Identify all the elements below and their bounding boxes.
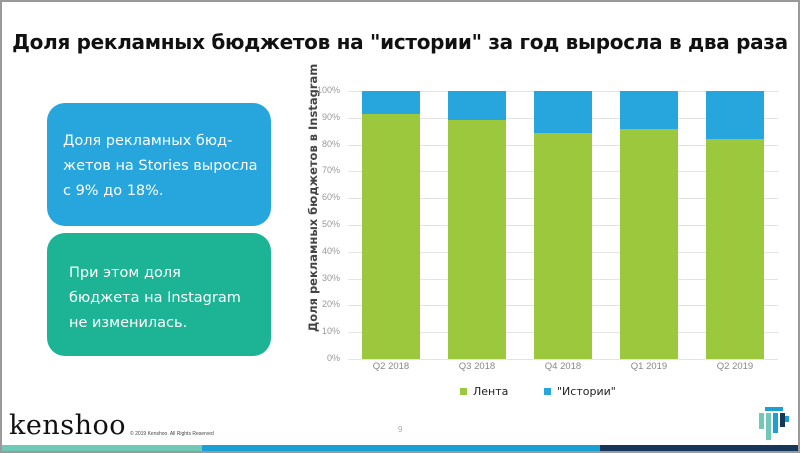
y-tick-label: 40% — [321, 245, 340, 256]
y-tick-label: 80% — [321, 138, 340, 149]
legend-label: "Истории" — [557, 385, 616, 398]
legend-item-stories: "Истории" — [544, 385, 616, 398]
callout-line: с 9% до 18%. — [63, 183, 164, 199]
y-tick-label: 100% — [316, 85, 340, 95]
bar-segment-lenta — [362, 113, 420, 359]
bar-segment-stories — [362, 91, 420, 114]
footer-bar-blue — [202, 445, 600, 451]
callout-instagram-share: При этом доля бюджета на Instagram не из… — [47, 233, 271, 356]
callout-line: жетов на Stories выросла — [63, 158, 258, 174]
gridline — [348, 359, 778, 360]
bar-segment-stories — [706, 91, 764, 140]
bar-q2-2018 — [362, 91, 420, 359]
y-tick-label: 70% — [321, 165, 340, 176]
bar-segment-lenta — [706, 139, 764, 359]
legend-swatch-blue — [544, 388, 551, 395]
y-tick-label: 10% — [321, 326, 340, 337]
bar-q4-2018 — [534, 91, 592, 359]
kenshoo-logo: kenshoo — [9, 410, 126, 441]
y-tick-label: 20% — [321, 299, 340, 310]
plot-area: 0% 10% 20% 30% 40% 50% 60% 70% 80% 90% 100% — [317, 85, 778, 363]
y-tick-label: 50% — [321, 219, 340, 229]
bar-segment-stories — [620, 91, 678, 129]
callout-line: не изменилась. — [69, 315, 188, 331]
x-tick-label: Q4 2018 — [544, 361, 582, 372]
bar-segment-lenta — [620, 128, 678, 359]
y-tick-label: 30% — [321, 272, 340, 283]
page-number: 9 — [398, 425, 403, 434]
bar-q2-2019 — [706, 91, 764, 359]
x-tick-label: Q1 2019 — [630, 361, 668, 372]
callout-line: При этом доля — [69, 265, 181, 281]
callout-stories-growth: Доля рекламных бюд- жетов на Stories выр… — [47, 103, 271, 226]
y-tick-label: 90% — [321, 111, 340, 122]
x-tick-label: Q3 2018 — [458, 361, 496, 372]
bar-segment-lenta — [448, 120, 506, 359]
stacked-bar-chart: Доля рекламных бюджетов в Instagram 0% 10… — [292, 64, 788, 402]
bar-q3-2018 — [448, 91, 506, 359]
bar-segment-lenta — [534, 132, 592, 359]
bar-segment-stories — [534, 91, 592, 133]
y-tick-label: 0% — [326, 353, 340, 363]
legend-swatch-green — [460, 388, 467, 395]
x-tick-label: Q2 2018 — [372, 361, 410, 372]
bar-q1-2019 — [620, 91, 678, 359]
y-tick-label: 60% — [321, 192, 340, 203]
legend-item-lenta: Лента — [460, 385, 508, 398]
callout-line: бюджета на Instagram — [69, 290, 241, 306]
footer-bar-navy — [600, 445, 798, 451]
x-tick-label: Q2 2019 — [716, 361, 754, 372]
slide-title: Доля рекламных бюджетов на "истории" за … — [12, 30, 788, 54]
footer-bar-teal — [2, 445, 202, 451]
bar-segment-stories — [448, 91, 506, 121]
copyright-text: © 2019 Kenshoo. All Rights Reserved — [130, 431, 214, 437]
kenshoo-mark-icon — [759, 407, 789, 440]
legend-label: Лента — [473, 385, 509, 398]
callout-line: Доля рекламных бюд- — [63, 133, 233, 149]
